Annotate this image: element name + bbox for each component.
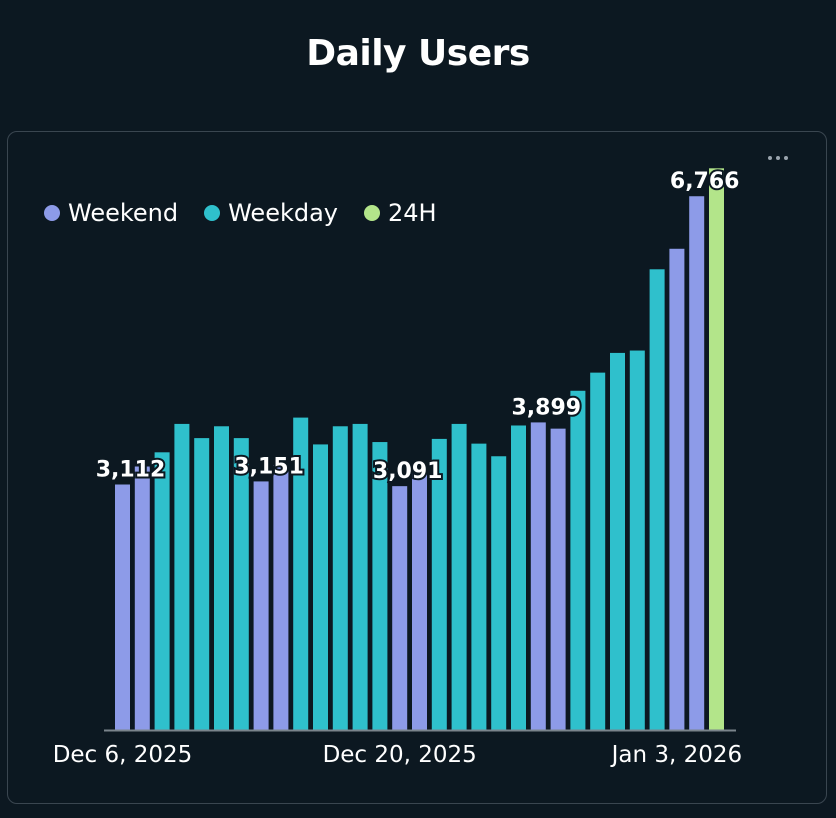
x-tick-label: Dec 20, 2025 — [323, 742, 477, 768]
legend-item-24h[interactable]: 24H — [364, 199, 437, 227]
data-label: 6,766 — [670, 169, 740, 194]
bar-jan-1-2026[interactable] — [629, 350, 645, 730]
data-label: 3,151 — [234, 454, 304, 479]
legend-label: 24H — [388, 199, 437, 227]
data-label: 3,112 — [96, 457, 166, 482]
bar-dec-24-2025[interactable] — [471, 443, 487, 730]
bar-dec-28-2025[interactable] — [550, 428, 566, 730]
bar-dec-8-2025[interactable] — [154, 452, 170, 730]
bar-dec-31-2025[interactable] — [610, 352, 625, 730]
bar-dec-18-2025[interactable] — [352, 423, 368, 730]
bar-dec-6-2025[interactable] — [115, 484, 130, 730]
data-label: 3,899 — [512, 395, 582, 420]
bar-dec-17-2025[interactable] — [332, 426, 348, 730]
bar-dec-21-2025[interactable] — [412, 468, 427, 730]
data-label: 3,091 — [373, 459, 443, 484]
bar-dec-26-2025[interactable] — [511, 425, 526, 730]
legend-item-weekend[interactable]: Weekend — [44, 199, 178, 227]
legend-swatch-weekend — [44, 205, 60, 221]
bar-dec-22-2025[interactable] — [431, 438, 447, 730]
x-tick-label: Dec 6, 2025 — [53, 742, 193, 768]
bar-dec-10-2025[interactable] — [194, 438, 210, 730]
bar-dec-12-2025[interactable] — [233, 438, 249, 730]
menu-dot — [776, 156, 780, 160]
bar-dec-16-2025[interactable] — [313, 444, 328, 730]
chart-card — [7, 131, 827, 804]
legend-label: Weekday — [228, 199, 339, 227]
menu-dot — [768, 156, 772, 160]
legend-swatch-weekday — [204, 205, 221, 221]
bar-dec-20-2025[interactable] — [392, 486, 408, 730]
bar-dec-15-2025[interactable] — [293, 417, 309, 730]
menu-dot — [784, 156, 788, 160]
bar-dec-23-2025[interactable] — [451, 423, 467, 730]
bar-dec-14-2025[interactable] — [273, 464, 289, 730]
bar-jan-5-2026[interactable] — [709, 168, 724, 731]
bar-dec-13-2025[interactable] — [253, 481, 269, 730]
legend-swatch-24h — [364, 205, 381, 221]
bar-dec-30-2025[interactable] — [590, 372, 606, 730]
more-horizontal-icon[interactable] — [763, 151, 793, 165]
bar-jan-2-2026[interactable] — [649, 269, 665, 730]
chart-legend: Weekend Weekday 24H — [44, 199, 437, 227]
bar-jan-4-2026[interactable] — [689, 196, 705, 730]
bar-dec-25-2025[interactable] — [491, 456, 507, 730]
legend-label: Weekend — [68, 199, 179, 227]
bar-dec-11-2025[interactable] — [214, 426, 229, 730]
bar-dec-27-2025[interactable] — [530, 422, 546, 730]
x-tick-label: Jan 3, 2026 — [610, 742, 743, 768]
bar-jan-3-2026[interactable] — [669, 248, 685, 730]
legend-item-weekday[interactable]: Weekday — [204, 199, 338, 227]
bar-dec-29-2025[interactable] — [570, 390, 586, 730]
page-title: Daily Users — [306, 33, 530, 74]
bar-dec-19-2025[interactable] — [372, 442, 388, 730]
bar-dec-7-2025[interactable] — [134, 466, 150, 730]
bar-dec-9-2025[interactable] — [174, 423, 190, 730]
